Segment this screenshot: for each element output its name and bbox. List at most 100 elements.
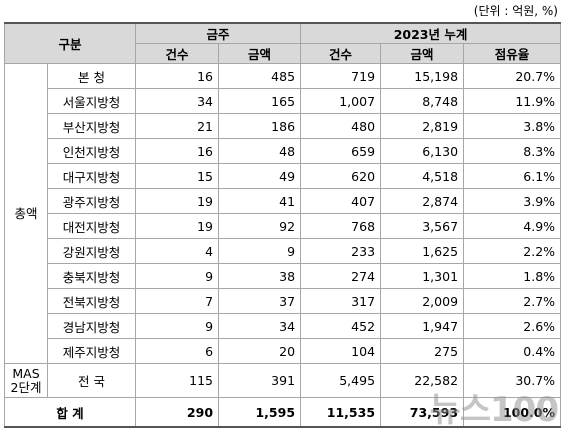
total-value: 100.0% <box>463 397 562 428</box>
total-value: 73,593 <box>380 397 465 428</box>
cell-value: 6 <box>135 338 220 364</box>
cell-value: 38 <box>218 263 302 289</box>
total-value: 1,595 <box>218 397 302 428</box>
cell-value: 3,567 <box>380 213 465 239</box>
cell-value: 16 <box>135 138 220 164</box>
cell-value: 16 <box>135 63 220 89</box>
cell-value: 4 <box>135 238 220 264</box>
cell-value: 317 <box>300 288 382 314</box>
cell-value: 92 <box>218 213 302 239</box>
cell-value: 6.1% <box>463 163 562 189</box>
table-row: 제주지방청 6 20 104 275 0.4% <box>5 338 562 364</box>
table-row: 총액 본 청 16 485 719 15,198 20.7% <box>4 63 562 364</box>
row-name: 전 국 <box>46 363 137 398</box>
cell-value: 11.9% <box>463 88 562 114</box>
row-name: 부산지방청 <box>46 113 137 139</box>
cell-value: 480 <box>300 113 382 139</box>
group-label: MAS <box>12 365 40 381</box>
cell-value: 233 <box>300 238 382 264</box>
cell-value: 48 <box>218 138 302 164</box>
cell-value: 768 <box>300 213 382 239</box>
row-name: 대구지방청 <box>46 163 137 189</box>
column-header: 건수 <box>135 43 220 64</box>
cell-value: 104 <box>300 338 382 364</box>
cell-value: 0.4% <box>463 338 562 364</box>
cell-value: 19 <box>135 213 220 239</box>
cell-value: 485 <box>218 63 302 89</box>
division-header: 구분 <box>3 22 137 64</box>
cell-value: 22,582 <box>380 363 465 398</box>
group-cell: 총액 <box>4 63 48 364</box>
table-row: 전북지방청 7 37 317 2,009 2.7% <box>5 288 562 314</box>
cell-value: 9 <box>218 238 302 264</box>
cell-value: 275 <box>380 338 465 364</box>
cell-value: 30.7% <box>463 363 562 398</box>
cell-value: 2,874 <box>380 188 465 214</box>
row-name: 인천지방청 <box>46 138 137 164</box>
cell-value: 20.7% <box>463 63 562 89</box>
cell-value: 34 <box>135 88 220 114</box>
week-header: 금주 <box>135 22 302 44</box>
row-name: 경남지방청 <box>46 313 137 339</box>
cell-value: 659 <box>300 138 382 164</box>
cell-value: 1,301 <box>380 263 465 289</box>
group-cell: MAS 2단계 <box>4 363 48 398</box>
cell-value: 115 <box>135 363 220 398</box>
table-row: 부산지방청 21 186 480 2,819 3.8% <box>5 113 562 139</box>
cell-value: 719 <box>300 63 382 89</box>
cell-value: 1.8% <box>463 263 562 289</box>
cell-value: 21 <box>135 113 220 139</box>
cell-value: 37 <box>218 288 302 314</box>
cell-value: 15,198 <box>380 63 465 89</box>
watermark: 뉴스100 <box>429 390 559 430</box>
cell-value: 620 <box>300 163 382 189</box>
total-value: 290 <box>135 397 220 428</box>
cumulative-header: 2023년 누계 <box>300 22 562 44</box>
cell-value: 7 <box>135 288 220 314</box>
column-header: 점유율 <box>463 43 562 64</box>
table-row: 광주지방청 19 41 407 2,874 3.9% <box>5 188 562 214</box>
cell-value: 2,009 <box>380 288 465 314</box>
table-row: 충북지방청 9 38 274 1,301 1.8% <box>5 263 562 289</box>
cell-value: 1,007 <box>300 88 382 114</box>
cell-value: 452 <box>300 313 382 339</box>
row-name: 제주지방청 <box>46 338 137 364</box>
total-name: 합 계 <box>3 397 137 428</box>
cell-value: 2.2% <box>463 238 562 264</box>
table-row: 대전지방청 19 92 768 3,567 4.9% <box>5 213 562 239</box>
table-row: 경남지방청 9 34 452 1,947 2.6% <box>5 313 562 339</box>
cell-value: 9 <box>135 313 220 339</box>
cell-value: 2,819 <box>380 113 465 139</box>
cell-value: 2.6% <box>463 313 562 339</box>
cell-value: 274 <box>300 263 382 289</box>
table-row: MAS 2단계 전 국 115 391 5,495 22,582 30.7% <box>4 363 562 398</box>
column-header: 건수 <box>300 43 382 64</box>
total-row: 합 계 290 1,595 11,535 73,593 100.0% <box>3 397 562 428</box>
row-name: 대전지방청 <box>46 213 137 239</box>
cell-value: 34 <box>218 313 302 339</box>
cell-value: 19 <box>135 188 220 214</box>
cell-value: 1,625 <box>380 238 465 264</box>
table-row: 인천지방청 16 48 659 6,130 8.3% <box>5 138 562 164</box>
row-name: 강원지방청 <box>46 238 137 264</box>
cell-value: 4.9% <box>463 213 562 239</box>
cell-value: 391 <box>218 363 302 398</box>
row-name: 충북지방청 <box>46 263 137 289</box>
group-label: 총액 <box>14 205 38 221</box>
cell-value: 15 <box>135 163 220 189</box>
row-name: 서울지방청 <box>46 88 137 114</box>
cell-value: 4,518 <box>380 163 465 189</box>
cell-value: 1,947 <box>380 313 465 339</box>
cell-value: 8.3% <box>463 138 562 164</box>
cell-value: 186 <box>218 113 302 139</box>
cell-value: 6,130 <box>380 138 465 164</box>
table-row: 대구지방청 15 49 620 4,518 6.1% <box>5 163 562 189</box>
cell-value: 9 <box>135 263 220 289</box>
total-value: 11,535 <box>300 397 382 428</box>
column-header: 금액 <box>218 43 302 64</box>
cell-value: 3.9% <box>463 188 562 214</box>
table-row: 서울지방청 34 165 1,007 8,748 11.9% <box>5 88 562 114</box>
unit-note: (단위 : 억원, %) <box>473 4 558 18</box>
row-name: 전북지방청 <box>46 288 137 314</box>
